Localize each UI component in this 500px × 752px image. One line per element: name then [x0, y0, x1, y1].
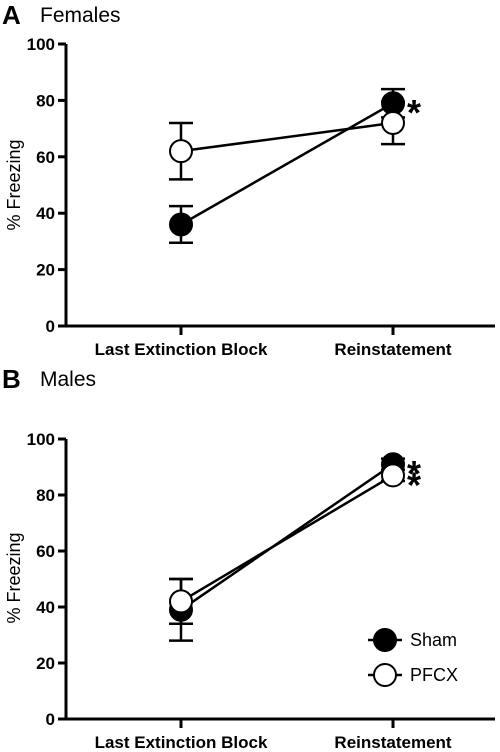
panel-b: B Males % Freezing 0 20 40 60 80 100 Last Exti… — [2, 364, 495, 752]
y-tick-label: 0 — [46, 710, 55, 729]
panel-title: Females — [40, 4, 121, 27]
legend: Sham PFCX — [368, 628, 458, 687]
data-point-pfcx — [169, 589, 193, 614]
y-tick-label: 60 — [36, 542, 55, 561]
legend-marker-sham — [373, 628, 397, 652]
y-tick-label: 20 — [36, 654, 55, 673]
legend-label-pfcx: PFCX — [410, 665, 458, 685]
panel-title: Males — [40, 368, 96, 391]
data-point-pfcx — [381, 463, 405, 488]
y-tick-label: 20 — [36, 261, 55, 280]
plot-area: 0 20 40 60 80 100 Last Extinction Block Reinsta… — [27, 35, 495, 359]
significance-asterisk: * — [407, 464, 421, 505]
data-point-pfcx — [381, 110, 405, 135]
y-axis-title: % Freezing — [4, 532, 24, 623]
y-tick-label: 80 — [36, 91, 55, 110]
panel-letter: A — [2, 0, 21, 30]
y-tick-label: 100 — [27, 430, 55, 449]
legend-label-sham: Sham — [410, 630, 457, 650]
legend-marker-pfcx — [373, 663, 397, 687]
series-line-pfcx — [180, 474, 394, 603]
panel-letter: B — [2, 364, 21, 394]
x-tick-label: Reinstatement — [334, 733, 451, 752]
data-point-sham — [381, 91, 405, 116]
y-tick-label: 100 — [27, 35, 55, 54]
y-axis-title: % Freezing — [4, 139, 24, 230]
y-tick-label: 80 — [36, 486, 55, 505]
significance-asterisk: * — [407, 453, 421, 494]
plot-area: 0 20 40 60 80 100 Last Extinction Block Reinsta… — [27, 430, 495, 752]
y-tick-label: 0 — [46, 317, 55, 336]
x-tick-label: Reinstatement — [334, 340, 451, 359]
series-line-sham — [180, 102, 394, 226]
data-point-pfcx — [169, 139, 193, 164]
x-tick-label: Last Extinction Block — [95, 340, 268, 359]
y-tick-label: 40 — [36, 598, 55, 617]
y-tick-label: 60 — [36, 148, 55, 167]
y-tick-label: 40 — [36, 204, 55, 223]
series-line-pfcx — [180, 121, 394, 153]
panel-a: A Females % Freezing 0 20 40 60 80 100 Last Ex… — [2, 0, 495, 359]
data-point-sham — [169, 212, 193, 237]
x-tick-label: Last Extinction Block — [95, 733, 268, 752]
significance-asterisk: * — [407, 92, 421, 133]
